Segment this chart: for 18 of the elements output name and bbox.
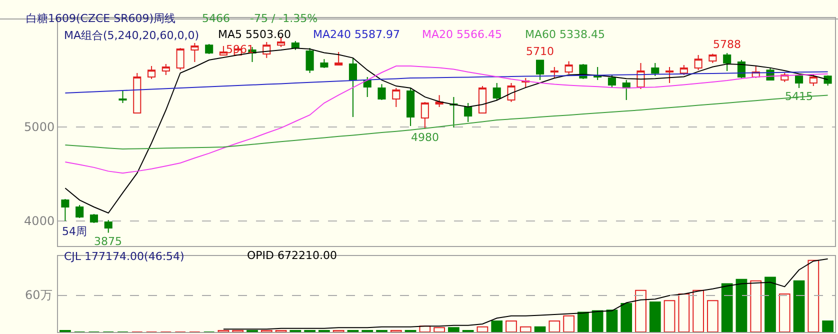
annotation: 3875 xyxy=(94,235,122,248)
annotation: 54周 xyxy=(62,225,87,238)
chart-title: 白糖1609(CZCE SR609)周线 xyxy=(26,12,176,25)
annotation: CJL 177174.00(46:54) xyxy=(64,250,184,263)
text: MA组合(5,240,20,60,0,0) xyxy=(64,29,200,42)
annotation: -75 / -1.35% xyxy=(250,12,318,25)
series-label: MA5 5503.60 xyxy=(218,28,291,41)
annotation: 5466 xyxy=(202,12,230,25)
text: MA60 5338.45 xyxy=(525,28,605,41)
ref-line-label: 60万 xyxy=(25,288,52,302)
text: MA20 5566.45 xyxy=(422,28,502,41)
y-tick-label: 5000 xyxy=(24,120,55,134)
text: MA240 5587.97 xyxy=(313,28,400,41)
annotation: 5788 xyxy=(713,38,741,51)
annotation: 5710 xyxy=(526,45,554,58)
text: OPID 672210.00 xyxy=(247,249,337,262)
y-tick-label: 4000 xyxy=(24,214,55,228)
annotation: 4980 xyxy=(411,131,439,144)
